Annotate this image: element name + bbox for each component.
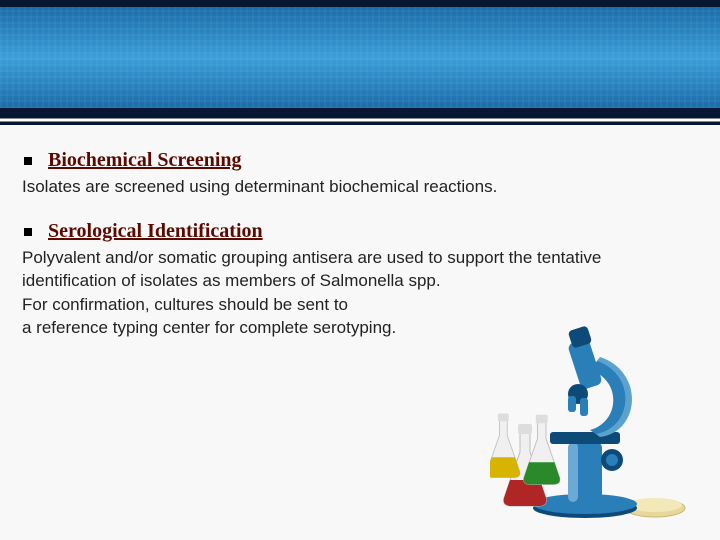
lab-illustration <box>490 322 690 522</box>
section-heading: Biochemical Screening <box>48 147 242 175</box>
square-bullet-icon <box>24 228 32 236</box>
header-texture <box>0 7 720 108</box>
header-underline <box>0 115 720 125</box>
header-banner <box>0 0 720 115</box>
flask-yellow-icon <box>490 414 520 478</box>
microscope-icon <box>533 325 637 518</box>
square-bullet-icon <box>24 157 32 165</box>
slide-content: Biochemical Screening Isolates are scree… <box>0 125 720 339</box>
section-heading: Serological Identification <box>48 218 263 246</box>
section-body: Isolates are screened using determinant … <box>22 175 698 198</box>
section-biochemical: Biochemical Screening Isolates are scree… <box>22 147 698 198</box>
